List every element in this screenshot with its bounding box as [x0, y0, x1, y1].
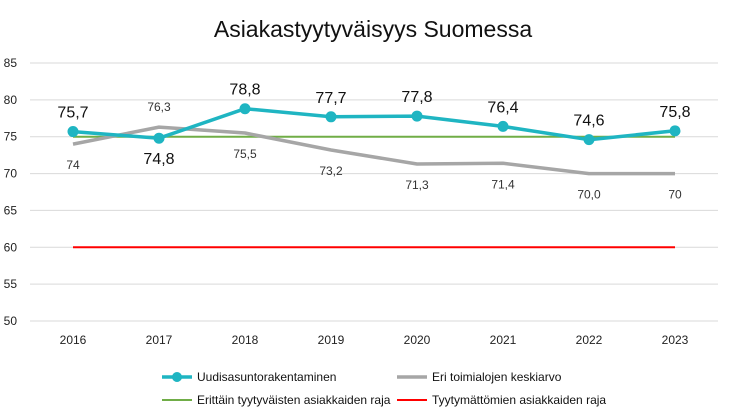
- point-marker: [67, 126, 79, 138]
- chart-title: Asiakastyytyväisyys Suomessa: [214, 16, 532, 42]
- legend: Uudisasuntorakentaminen Eri toimialojen k…: [162, 370, 606, 407]
- data-label-main: 78,8: [229, 82, 260, 99]
- y-tick-label: 60: [4, 240, 18, 254]
- x-tick-label: 2021: [490, 333, 517, 347]
- series-toimialojen-keskiarvo-line: [72, 125, 675, 176]
- data-label-main: 74,8: [143, 151, 174, 168]
- x-tick-label: 2020: [404, 333, 431, 347]
- point-marker: [325, 111, 337, 123]
- legend-label: Erittäin tyytyväisten asiakkaiden raja: [197, 393, 391, 407]
- data-label-average: 70: [668, 188, 682, 202]
- legend-marker: [172, 372, 182, 382]
- data-label-main: 74,6: [573, 113, 604, 130]
- point-marker: [239, 103, 251, 115]
- x-axis: 2016 2017 2018 2019 2020 2021 2022 2023: [60, 333, 689, 347]
- point-marker: [153, 132, 165, 144]
- legend-label: Uudisasuntorakentaminen: [197, 370, 336, 384]
- x-tick-label: 2022: [576, 333, 603, 347]
- legend-uudisasuntorakentaminen: Uudisasuntorakentaminen: [162, 370, 336, 384]
- legend-erittain-tyytyvaiset: Erittäin tyytyväisten asiakkaiden raja: [162, 393, 391, 407]
- series-uudisasuntorakentaminen-line: [72, 106, 676, 142]
- series-layer: [67, 103, 681, 249]
- x-tick-label: 2019: [318, 333, 345, 347]
- point-marker: [669, 125, 681, 137]
- data-label-average: 71,4: [491, 177, 515, 191]
- data-label-main: 77,7: [315, 90, 346, 107]
- x-tick-label: 2023: [662, 333, 689, 347]
- y-tick-label: 55: [4, 277, 18, 291]
- legend-label: Eri toimialojen keskiarvo: [432, 370, 562, 384]
- legend-label: Tyytymättömien asiakkaiden raja: [432, 393, 606, 407]
- y-tick-label: 70: [4, 167, 18, 181]
- legend-tyytymattomat: Tyytymättömien asiakkaiden raja: [397, 393, 606, 407]
- x-tick-label: 2016: [60, 333, 87, 347]
- data-label-average: 74: [66, 158, 80, 172]
- data-label-average: 73,2: [319, 164, 343, 178]
- data-label-main: 77,8: [401, 89, 432, 106]
- x-tick-label: 2017: [146, 333, 173, 347]
- y-tick-label: 85: [4, 56, 18, 70]
- data-label-main: 75,8: [659, 104, 690, 121]
- y-tick-label: 50: [4, 314, 18, 328]
- y-tick-label: 80: [4, 93, 18, 107]
- point-marker: [497, 120, 509, 132]
- data-label-main: 75,7: [57, 105, 88, 122]
- x-tick-label: 2018: [232, 333, 259, 347]
- data-label-average: 71,3: [405, 178, 429, 192]
- point-marker: [411, 110, 423, 122]
- data-label-main: 76,4: [487, 99, 518, 116]
- y-tick-label: 75: [4, 130, 18, 144]
- y-tick-label: 65: [4, 203, 18, 217]
- data-label-average: 75,5: [233, 147, 257, 161]
- legend-toimialojen-keskiarvo: Eri toimialojen keskiarvo: [397, 370, 562, 384]
- point-marker: [583, 134, 595, 146]
- data-label-average: 70,0: [577, 188, 601, 202]
- data-label-average: 76,3: [147, 100, 171, 114]
- y-axis: 50 55 60 65 70 75 80 85: [4, 56, 18, 328]
- data-labels: 75,7 74,8 78,8 77,7 77,8 76,4 74,6 75,8 74 76,3 75…: [57, 82, 690, 202]
- grid: [30, 62, 718, 322]
